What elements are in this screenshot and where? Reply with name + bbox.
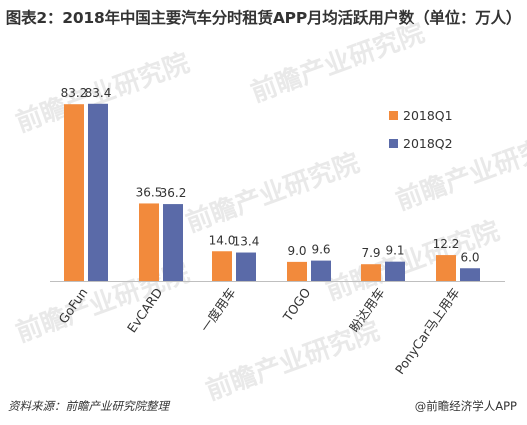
bar xyxy=(311,260,331,281)
data-label: 6.0 xyxy=(460,250,479,264)
data-label: 83.4 xyxy=(85,86,112,100)
bar xyxy=(163,204,183,281)
bar xyxy=(460,268,480,281)
data-label: 36.5 xyxy=(136,185,163,199)
category-label: PonyCar马上用车 xyxy=(392,285,463,377)
data-label: 36.2 xyxy=(160,186,187,200)
data-label: 12.2 xyxy=(433,237,460,251)
bar xyxy=(139,203,159,281)
legend-label: 2018Q1 xyxy=(403,108,453,123)
legend-swatch xyxy=(389,139,398,148)
data-label: 9.6 xyxy=(311,243,330,257)
value-labels-layer: 83.283.4 36.536.2 14.013.4 9.0 9.6 7.9 9.1 12.2… xyxy=(61,86,480,264)
legend-label: 2018Q2 xyxy=(403,136,453,151)
data-label: 9.0 xyxy=(287,244,306,258)
data-label: 9.1 xyxy=(385,244,404,258)
bar xyxy=(361,264,381,281)
data-label: 14.0 xyxy=(209,233,236,247)
chart-title: 图表2：2018年中国主要汽车分时租赁APP月均活跃用户数（单位：万人） xyxy=(5,9,522,27)
category-label: TOGO xyxy=(279,285,313,325)
data-label: 7.9 xyxy=(361,246,380,260)
data-label: 13.4 xyxy=(233,235,260,249)
category-label: 一度用车 xyxy=(197,285,238,335)
bar xyxy=(212,251,232,281)
bars-layer xyxy=(64,103,480,282)
brand-credit: @前瞻经济学人APP xyxy=(414,399,517,413)
legend: 2018Q1 2018Q2 xyxy=(389,108,453,151)
watermark-text: 前瞻产业研究院 xyxy=(247,17,429,108)
watermark-text: 前瞻产业研究院 xyxy=(182,147,364,238)
legend-swatch xyxy=(389,111,398,120)
bar xyxy=(236,252,256,281)
data-label: 83.2 xyxy=(61,86,88,100)
bar xyxy=(436,255,456,281)
bar xyxy=(287,261,307,281)
source-note: 资料来源：前瞻产业研究院整理 xyxy=(8,399,169,413)
bar xyxy=(88,103,108,282)
bar xyxy=(64,104,84,281)
bar xyxy=(385,261,405,281)
